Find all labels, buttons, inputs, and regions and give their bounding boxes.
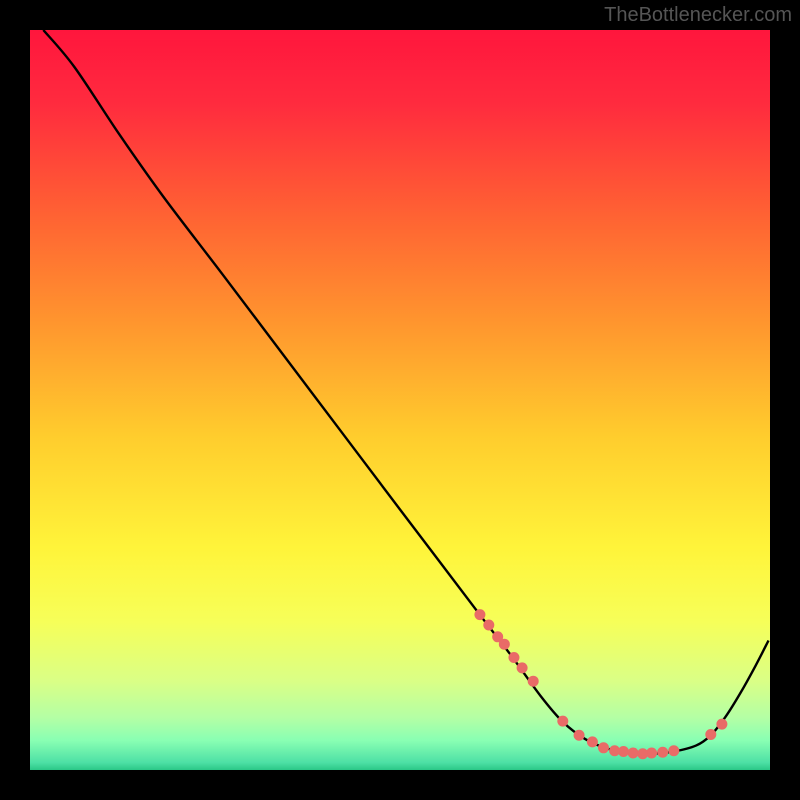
data-point: [517, 663, 527, 673]
data-point: [475, 610, 485, 620]
data-point: [499, 639, 509, 649]
curve-layer: [30, 30, 770, 770]
data-point: [628, 748, 638, 758]
bottleneck-chart: [30, 30, 770, 770]
data-point: [574, 730, 584, 740]
data-point: [599, 743, 609, 753]
data-point: [618, 747, 628, 757]
watermark: TheBottlenecker.com: [604, 4, 792, 27]
bottleneck-curve: [43, 30, 768, 754]
data-point: [669, 746, 679, 756]
data-point: [658, 747, 668, 757]
data-point: [647, 748, 657, 758]
data-point: [509, 653, 519, 663]
data-point: [528, 676, 538, 686]
data-point: [484, 620, 494, 630]
data-point: [717, 719, 727, 729]
data-markers: [475, 610, 727, 759]
data-point: [558, 716, 568, 726]
data-point: [706, 729, 716, 739]
data-point: [587, 737, 597, 747]
